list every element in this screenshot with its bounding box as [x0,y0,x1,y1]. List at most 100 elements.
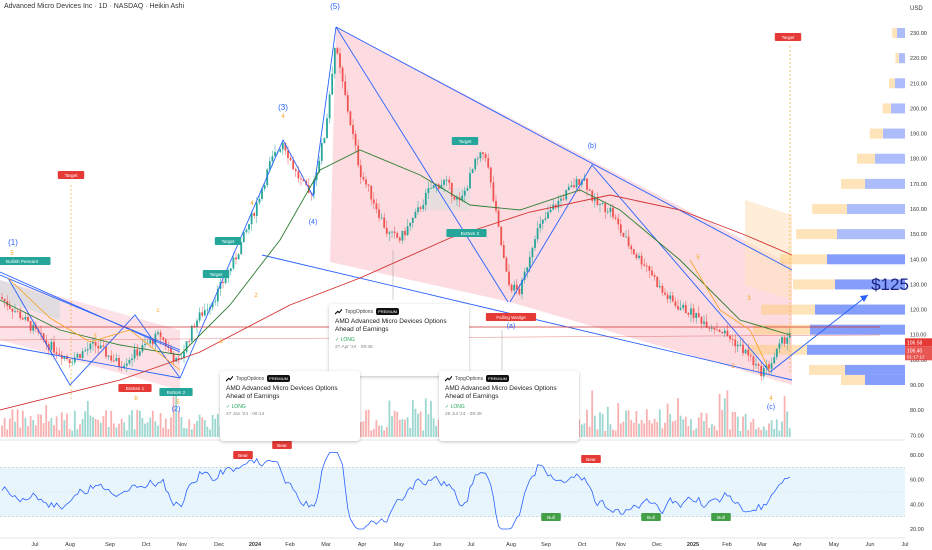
volume-bar [177,410,180,437]
target-tag-bg [774,33,802,41]
time-tick-label: Mar [321,542,331,548]
volume-profile-bar [865,374,905,385]
candle-body [588,189,591,191]
volume-bar [622,421,625,437]
candle-body [47,344,50,350]
candle-body [73,357,76,363]
idea-card-2[interactable]: TopgOptions PREMIUM AMD Advanced Micro De… [220,371,360,441]
idea-card-3[interactable]: TopgOptions PREMIUM AMD Advanced Micro De… [439,371,579,441]
candle-body [627,236,630,247]
candle-body [201,312,204,316]
candle-body [773,357,776,364]
candle-body [560,198,562,201]
candle-body [406,226,409,236]
candle-body [781,337,783,344]
volume-bar [8,418,11,437]
wave-label: (4) [309,219,318,226]
volume-bar [365,410,367,437]
candle-body [625,236,627,238]
candle-body [739,344,742,346]
volume-bar [679,415,682,437]
volume-bar [105,410,107,437]
volume-bar [619,423,622,437]
volume-bar [684,416,687,437]
volume-bar [378,425,380,437]
volume-bar [73,410,76,437]
candle-body [328,94,331,119]
volume-bar [146,422,149,437]
candle-body [549,209,552,213]
volume-bar [742,416,744,437]
candle-body [125,363,128,366]
volume-bar [58,430,61,437]
candle-body [742,344,744,354]
candle-body [281,143,284,150]
candle-body [372,199,375,204]
idea-author: TopgOptions [236,375,265,382]
wave-label: 5 [176,400,180,406]
candle-body [393,231,396,234]
candle-body [19,311,22,319]
candle-body [687,313,690,315]
volume-bar [726,390,729,437]
candle-body [731,339,734,340]
volume-bar [53,425,55,437]
volume-bar [578,419,581,437]
volume-bar [708,427,711,437]
candle-body [697,313,700,317]
candle-body [24,316,27,320]
volume-bar [424,398,427,437]
candle-body [430,188,432,190]
time-tick-label: Jun [866,542,875,548]
volume-bar [1,425,3,437]
candle-body [94,341,97,346]
volume-bar [180,417,183,437]
candle-body [188,341,191,342]
volume-bar [107,426,110,437]
volume-bar [614,430,617,437]
candle-body [778,343,781,349]
volume-bar [380,425,383,437]
volume-bar [609,424,612,437]
candle-body [710,327,713,329]
volume-bar [97,419,100,437]
candle-body [341,67,344,82]
candle-body [510,284,513,291]
candle-body [375,203,378,210]
candle-body [476,158,479,160]
annotations: (1) (3) (5) (4) (2) (a) (b) (c) 5 4 2 a b c 5 4 3 2 5 4 3 Tar… [0,2,932,521]
volume-profile-bar [753,324,810,335]
volume-bar [762,426,765,437]
price-tick-label: 230.00 [910,31,927,37]
volume-bar [138,410,141,437]
volume-bar [417,413,419,437]
volume-profile-bar [895,78,905,89]
volume-bar [383,430,386,437]
rsi-signal-tag: Bull [717,515,725,520]
volume-bar [760,429,763,437]
candle-body [214,301,217,303]
volume-bar [435,425,438,437]
candle-body [344,81,347,96]
volume-bar [19,427,22,437]
target-tag-bg [202,270,230,278]
candle-body [661,285,664,293]
candle-body [583,178,586,181]
candle-body [27,316,29,322]
volume-bar [167,428,170,437]
candle-body [55,352,58,354]
candle-body [534,239,536,248]
volume-bar [71,430,74,437]
idea-card-1[interactable]: TopgOptions PREMIUM AMD Advanced Micro De… [329,304,469,376]
candle-body [248,224,250,230]
rsi-line [1,452,791,530]
candle-body [674,301,677,307]
wave-label: (3) [278,103,288,112]
candle-body [235,257,237,260]
volume-bar [653,418,656,437]
last-price-bg [905,338,932,347]
candle-body [757,364,760,366]
candle-body [118,358,120,367]
volume-bar [648,420,651,437]
